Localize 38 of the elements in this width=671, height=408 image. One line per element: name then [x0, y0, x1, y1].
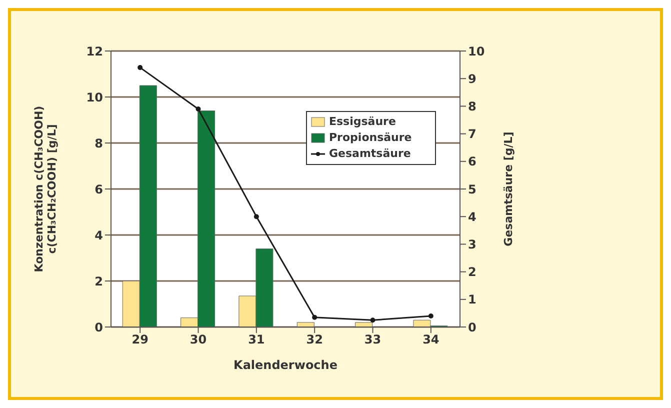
point: [428, 313, 434, 318]
legend-label: Gesamtsäure: [329, 146, 411, 162]
legend-label: Essigsäure: [329, 114, 396, 130]
y2-tick-label: 4: [468, 210, 476, 224]
y-tick-label: 6: [94, 182, 103, 196]
y-tick-label: 8: [94, 136, 103, 150]
y-tick-label: 2: [94, 274, 103, 288]
y2-tick-label: 8: [468, 99, 476, 114]
y-axis-title: Konzentration c(CH₃COOH) c(CH₃CH₂COOH) [g/L]: [32, 106, 58, 272]
point: [196, 106, 201, 112]
point: [138, 65, 143, 70]
y-tick-label: 10: [86, 90, 103, 104]
y2-tick-label: 9: [468, 72, 476, 86]
y2-axis-title: Gesamtsäure [g/L]: [502, 132, 515, 246]
legend-label: Propionsäure: [329, 130, 412, 146]
point: [312, 314, 318, 320]
x-tick-label: 33: [364, 332, 382, 347]
y2-tick-label: 5: [468, 182, 476, 196]
x-tick-label: 32: [306, 332, 323, 347]
y2-tick-label: 1: [468, 292, 476, 307]
y2-tick-label: 6: [468, 154, 476, 169]
y2-tick-label: 2: [468, 265, 476, 280]
y-tick-label: 12: [86, 44, 103, 58]
x-axis-title: Kalenderwoche: [234, 358, 338, 372]
x-tick-label: 29: [132, 332, 148, 347]
point: [254, 214, 259, 220]
x-tick-label: 34: [422, 332, 440, 347]
bar: [296, 322, 314, 327]
y-tick-label: 4: [94, 228, 103, 242]
x-tick-label: 30: [190, 332, 207, 347]
bar: [355, 322, 373, 327]
x-tick-label: 31: [248, 332, 265, 347]
point: [370, 318, 376, 323]
y2-tick-label: 3: [468, 237, 476, 252]
y2-tick-label: 0: [468, 320, 476, 334]
y-tick-label: 0: [94, 320, 103, 334]
y2-tick-label: 10: [468, 44, 485, 58]
y2-tick-label: 7: [468, 127, 476, 142]
